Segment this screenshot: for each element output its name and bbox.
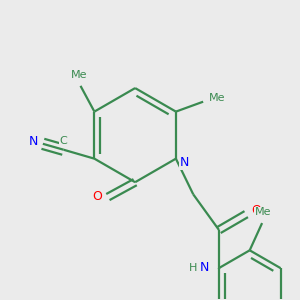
Text: Me: Me [209,93,225,103]
Text: C: C [60,136,68,146]
Text: O: O [92,190,102,202]
Text: H: H [189,263,197,273]
Text: N: N [200,261,209,274]
Text: N: N [180,156,190,169]
Text: N: N [28,135,38,148]
Text: Me: Me [255,207,271,217]
Text: Me: Me [71,70,88,80]
Text: O: O [251,204,261,217]
